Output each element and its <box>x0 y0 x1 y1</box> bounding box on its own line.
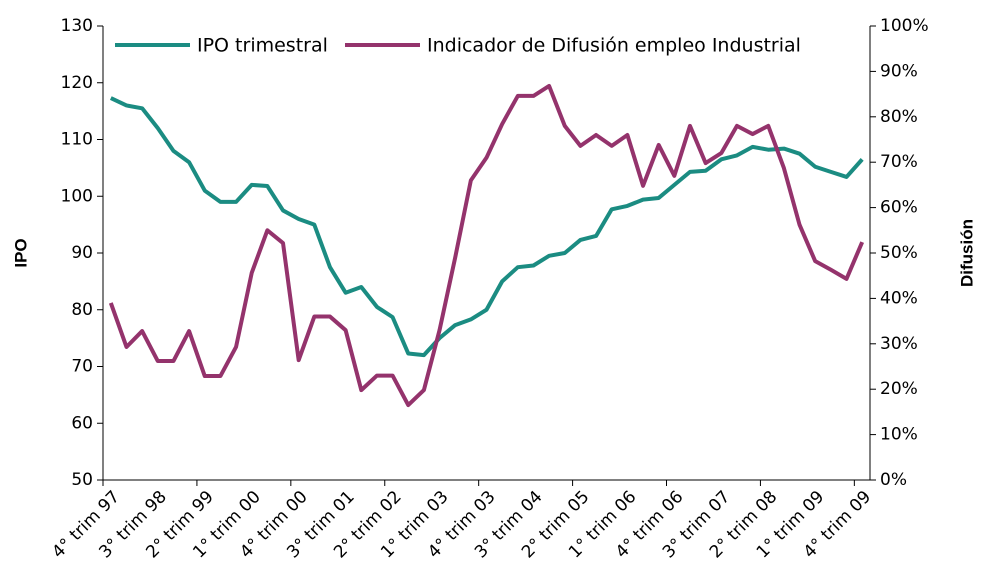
y2-tick-label: 60% <box>880 198 918 218</box>
series-line <box>109 96 864 358</box>
y2-tick-label: 40% <box>880 288 918 308</box>
legend-label: Indicador de Difusión empleo Industrial <box>427 35 801 57</box>
y2-axis-title: Difusión <box>957 219 976 287</box>
y2-tick-label: 70% <box>880 152 918 172</box>
y2-tick-label: 30% <box>880 334 918 354</box>
y2-tick-label: 0% <box>880 470 907 490</box>
y2-tick-label: 80% <box>880 107 918 127</box>
y-tick-label: 60 <box>71 413 93 433</box>
y-tick-label: 120 <box>61 73 93 93</box>
y-tick-label: 70 <box>71 357 93 377</box>
y-axis-title: IPO <box>11 238 30 267</box>
y2-tick-label: 50% <box>880 243 918 263</box>
y2-tick-label: 10% <box>880 425 918 445</box>
y-tick-label: 90 <box>71 243 93 263</box>
y2-tick-label: 90% <box>880 61 918 81</box>
y-tick-label: 50 <box>71 470 93 490</box>
legend-label: IPO trimestral <box>197 35 328 57</box>
y-tick-label: 110 <box>61 130 93 150</box>
series-line <box>108 83 865 408</box>
y-tick-label: 80 <box>71 300 93 320</box>
y2-tick-label: 100% <box>880 16 929 36</box>
y2-tick-label: 20% <box>880 379 918 399</box>
y-tick-label: 100 <box>61 186 93 206</box>
y-tick-label: 130 <box>61 16 93 36</box>
